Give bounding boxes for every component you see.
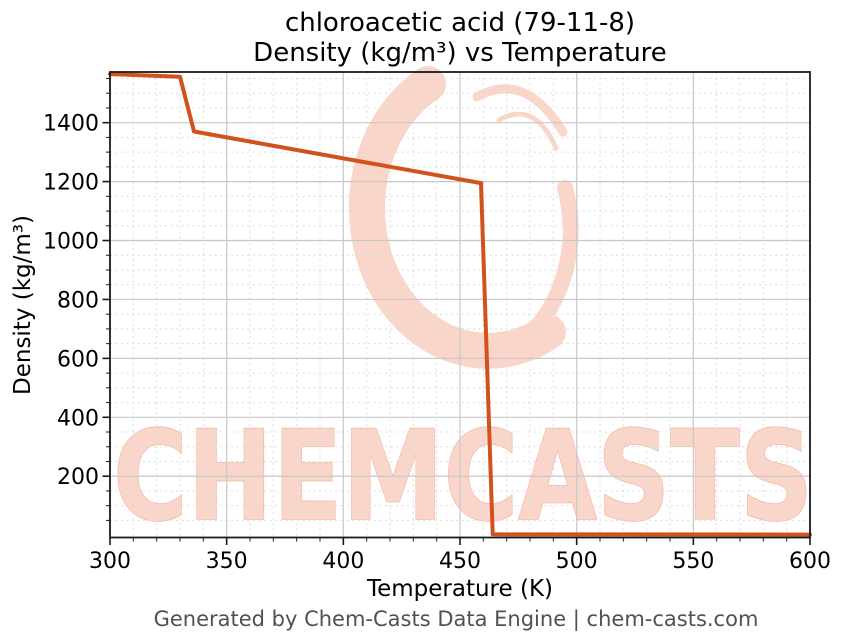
y-axis-label: Density (kg/m³) bbox=[10, 215, 36, 395]
y-tick-label: 1200 bbox=[43, 171, 99, 196]
x-tick-label: 550 bbox=[672, 549, 714, 574]
footer-credit: Generated by Chem-Casts Data Engine | ch… bbox=[154, 607, 759, 632]
y-tick-label: 1400 bbox=[43, 112, 99, 137]
y-tick-label: 200 bbox=[57, 465, 99, 490]
x-tick-label: 500 bbox=[556, 549, 598, 574]
y-tick-label: 400 bbox=[57, 406, 99, 431]
x-tick-label: 450 bbox=[439, 549, 481, 574]
x-tick-label: 350 bbox=[206, 549, 248, 574]
x-tick-label: 400 bbox=[322, 549, 364, 574]
y-tick-label: 600 bbox=[57, 347, 99, 372]
watermark-text: CHEMCASTS bbox=[113, 405, 813, 549]
tick-marks bbox=[102, 77, 811, 545]
density-line-group bbox=[108, 72, 812, 537]
x-tick-label: 300 bbox=[89, 549, 131, 574]
x-tick-label: 600 bbox=[789, 549, 831, 574]
y-tick-labels: 200 400 600 800 1000 1200 1400 bbox=[43, 112, 99, 491]
x-tick-labels: 300 350 400 450 500 550 600 bbox=[89, 549, 831, 574]
y-tick-label: 800 bbox=[57, 288, 99, 313]
chemcasts-logo-icon bbox=[348, 66, 579, 369]
y-tick-label: 1000 bbox=[43, 230, 99, 255]
x-axis-label: Temperature (K) bbox=[366, 576, 553, 602]
chart-title-line1: chloroacetic acid (79-11-8) bbox=[285, 8, 635, 38]
chart-title-line2: Density (kg/m³) vs Temperature bbox=[253, 38, 667, 68]
watermark-layer: CHEMCASTS bbox=[112, 66, 814, 550]
density-curve bbox=[108, 72, 812, 537]
